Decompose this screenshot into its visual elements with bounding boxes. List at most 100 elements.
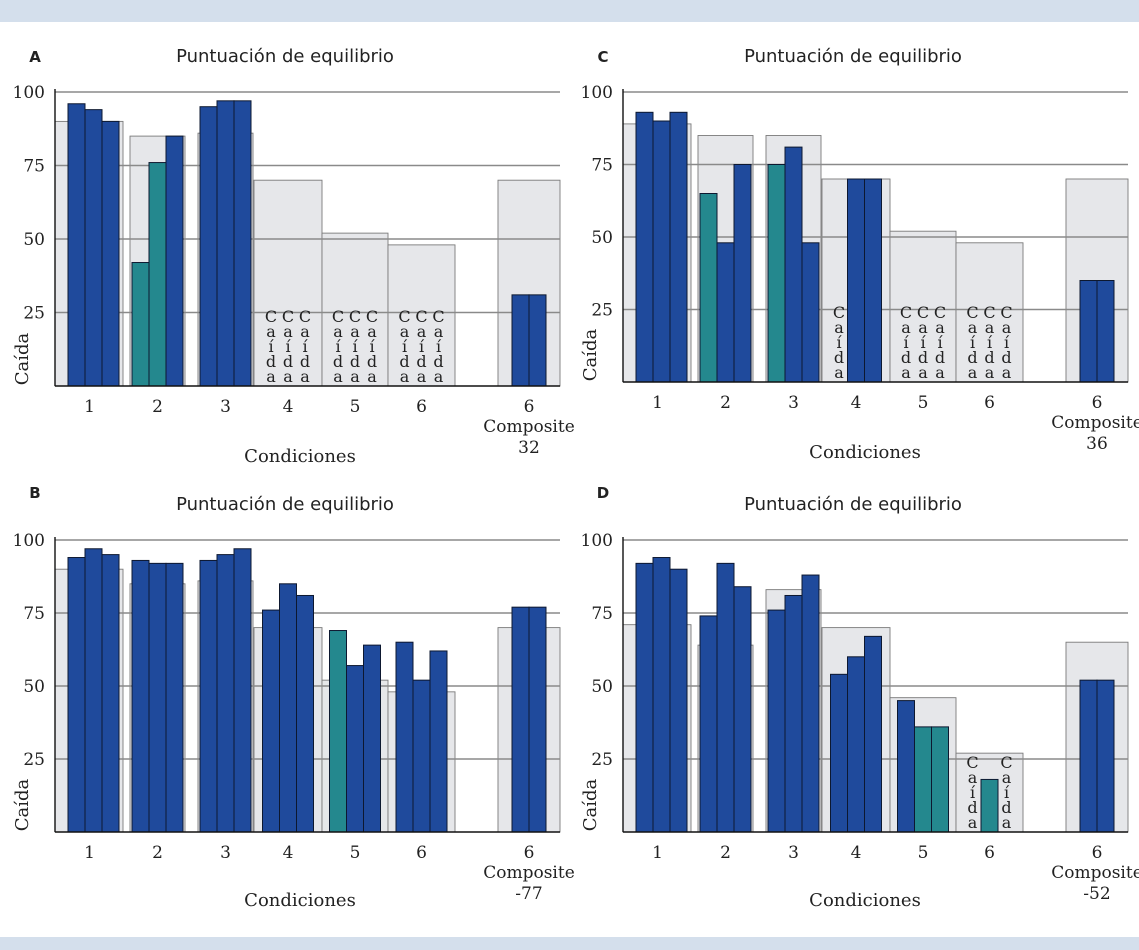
fall-label-c-6-1: C [966, 303, 978, 322]
fall-label-a-6-2: í [419, 337, 425, 356]
y-tick-c-25: 25 [591, 301, 613, 321]
bar-c-2-2 [716, 242, 735, 383]
bar-d-1-3 [669, 568, 688, 833]
fall-label-d-6-3: C [1000, 753, 1012, 772]
x-tick-c-5: 5 [918, 393, 929, 413]
fall-label-c-5-2: C [917, 303, 929, 322]
fall-label-c-6-3: C [1000, 303, 1012, 322]
y-axis-title-b: Caída [12, 778, 33, 831]
x-tick-b-2: 2 [152, 843, 163, 863]
fall-label-c-6-1: í [970, 333, 976, 352]
bar-b-2-3 [165, 562, 184, 833]
bar-d-1-1 [635, 562, 654, 833]
bar-c-1-1 [635, 111, 654, 383]
fall-label-a-5-3: d [367, 352, 377, 371]
fall-label-c-5-2: a [918, 318, 928, 337]
fall-label-a-6-1: a [400, 367, 410, 386]
reference-bar-a-6 [387, 244, 456, 387]
x-tick-d-6: 6 [984, 843, 995, 863]
bar-d-4-2 [847, 656, 865, 833]
fall-label-c-5-3: í [937, 333, 943, 352]
x-tick-a-5: 5 [350, 397, 361, 417]
bar-b-2-2 [148, 562, 167, 833]
bar-b-1-1 [67, 557, 86, 833]
fall-label-a-5-1: a [333, 322, 343, 341]
bar-d-7-1 [1079, 679, 1098, 833]
bar-b-4-3 [296, 594, 314, 833]
fall-label-a-4-3: í [302, 337, 308, 356]
fall-label-c-6-1: d [967, 348, 977, 367]
bar-b-1-2 [84, 548, 103, 833]
fall-label-c-5-2: í [920, 333, 926, 352]
bar-c-2-1 [699, 193, 718, 383]
fall-label-a-6-1: a [400, 322, 410, 341]
panel-title-a: Puntuación de equilibrio [176, 46, 394, 67]
fall-label-c-6-2: d [984, 348, 994, 367]
fall-label-c-6-1: a [968, 363, 978, 382]
fall-label-d-6-3: í [1004, 783, 1010, 802]
x-axis-title-c: Condiciones [809, 442, 921, 463]
fall-label-a-4-3: d [300, 352, 310, 371]
panel-title-d: Puntuación de equilibrio [744, 494, 962, 515]
composite-label-d-2: -52 [1083, 884, 1110, 904]
fall-label-a-5-3: í [369, 337, 375, 356]
y-tick-a-75: 75 [23, 157, 45, 177]
bar-a-2-2 [148, 162, 167, 387]
fall-label-c-6-2: a [985, 363, 995, 382]
bar-d-2-2 [716, 562, 735, 833]
panel-label-c: C [597, 48, 608, 66]
fall-label-c-5-3: d [935, 348, 945, 367]
fall-label-d-6-1: í [970, 783, 976, 802]
fall-label-a-6-2: C [415, 307, 427, 326]
x-tick-a-1: 1 [84, 397, 95, 417]
composite-label-c-1: Composite [1051, 413, 1139, 433]
fall-label-c-5-2: d [918, 348, 928, 367]
y-axis-title-a: Caída [12, 332, 33, 385]
bar-b-3-2 [216, 554, 235, 833]
bar-c-1-3 [669, 111, 688, 383]
bar-b-2-1 [131, 559, 150, 833]
reference-bar-a-5 [321, 232, 389, 387]
bar-c-3-2 [784, 146, 803, 383]
composite-label-c-2: 36 [1086, 434, 1108, 454]
fall-label-a-4-1: a [266, 322, 276, 341]
fall-label-a-4-2: a [283, 367, 293, 386]
fall-label-c-5-2: a [918, 363, 928, 382]
x-tick-b-3: 3 [220, 843, 231, 863]
composite-label-a-1: Composite [483, 417, 575, 437]
y-tick-a-100: 100 [13, 83, 45, 103]
bottom-band [0, 937, 1139, 950]
bar-b-7-1 [511, 606, 530, 833]
y-tick-d-25: 25 [591, 750, 613, 770]
bar-d-5-3 [931, 726, 949, 833]
bar-a-1-1 [67, 103, 86, 387]
x-tick-d-3: 3 [788, 843, 799, 863]
bar-c-3-1 [767, 164, 786, 383]
fall-label-a-5-1: a [333, 367, 343, 386]
fall-label-c-5-3: a [935, 363, 945, 382]
x-tick-c-3: 3 [788, 393, 799, 413]
bar-b-3-1 [199, 559, 218, 833]
fall-label-a-6-1: C [398, 307, 410, 326]
bar-a-2-3 [165, 135, 184, 387]
bar-b-5-3 [363, 644, 381, 833]
bar-c-4-3 [864, 178, 882, 383]
composite-label-a-2: 32 [518, 438, 540, 458]
fall-label-c-4-1: a [834, 363, 844, 382]
x-tick-a-6: 6 [416, 397, 427, 417]
x-axis-title-b: Condiciones [244, 890, 356, 911]
y-tick-d-50: 50 [591, 677, 613, 697]
fall-label-a-6-2: a [417, 367, 427, 386]
fall-label-a-4-2: d [283, 352, 293, 371]
fall-label-d-6-1: a [968, 768, 978, 787]
bar-b-7-2 [528, 606, 547, 833]
fall-label-c-6-3: a [1002, 318, 1012, 337]
bar-c-4-2 [847, 178, 865, 383]
fall-label-a-4-1: C [265, 307, 277, 326]
bar-a-7-2 [528, 294, 547, 387]
bar-a-7-1 [511, 294, 530, 387]
bar-d-5-1 [897, 700, 915, 833]
fall-label-c-6-2: í [987, 333, 993, 352]
fall-label-a-6-3: a [434, 367, 444, 386]
